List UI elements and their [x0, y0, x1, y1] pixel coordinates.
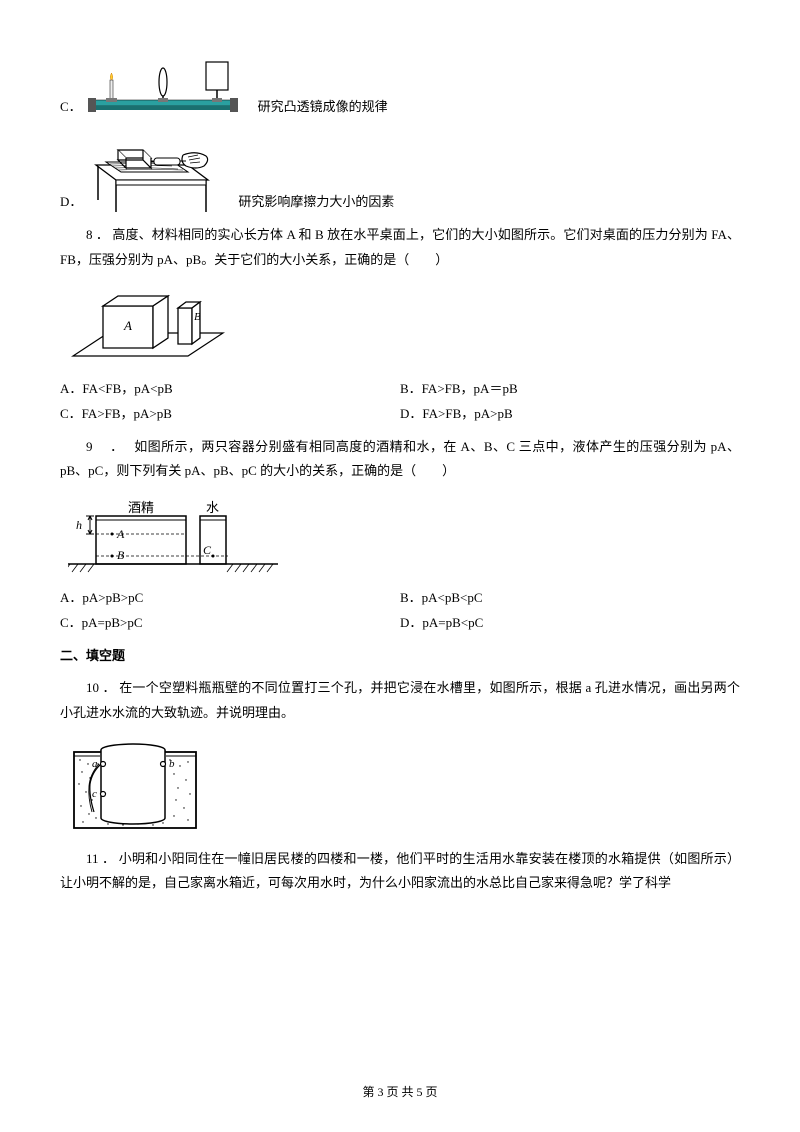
q9-body: 如图所示，两只容器分别盛有相同高度的酒精和水，在 A、B、C 三点中，液体产生的… — [60, 439, 740, 479]
q9-num: 9 ． — [86, 439, 130, 454]
option-d-row: D． 研究影响摩擦力大小的因素 — [60, 130, 740, 215]
q9-opt-d: D．pA=pB<pC — [400, 611, 740, 636]
q9-h-label: h — [76, 518, 82, 532]
q8-opt-b: B．FA>FB，pA＝pB — [400, 377, 740, 402]
q9-c-label: C — [203, 543, 212, 557]
q10-hole-b-label: b — [169, 758, 175, 770]
q9-alcohol-label: 酒精 — [128, 500, 154, 515]
q11-num: 11 ． — [86, 851, 115, 866]
q10-num: 10 ． — [86, 680, 116, 695]
q10-hole-c-label: c — [92, 788, 97, 800]
q9-opt-b: B．pA<pB<pC — [400, 586, 740, 611]
q8-options: A．FA<FB，pA<pB B．FA>FB，pA＝pB C．FA>FB，pA>p… — [60, 377, 740, 426]
q8-block-a-label: A — [123, 318, 132, 333]
q9-b-label: B — [117, 548, 125, 562]
q8-num: 8 ． — [86, 227, 109, 242]
option-d-label: D． — [60, 190, 82, 215]
q8-body: 高度、材料相同的实心长方体 A 和 B 放在水平桌面上，它们的大小如图所示。它们… — [60, 227, 740, 267]
q8-opt-d: D．FA>FB，pA>pB — [400, 402, 740, 427]
option-d-text: 研究影响摩擦力大小的因素 — [238, 190, 394, 215]
page-footer: 第 3 页 共 5 页 — [0, 1081, 800, 1104]
question-10: 10 ． 在一个空塑料瓶瓶壁的不同位置打三个孔，并把它浸在水槽里，如图所示，根据… — [60, 676, 740, 725]
q8-block-b-label: B — [194, 311, 201, 323]
option-c-text: 研究凸透镜成像的规律 — [258, 95, 388, 120]
q9-opt-a: A．pA>pB>pC — [60, 586, 400, 611]
section-2-title: 二、填空题 — [60, 644, 740, 669]
q8-figure: A B — [68, 278, 740, 373]
q9-water-label: 水 — [206, 500, 219, 515]
option-c-row: C． 研究凸透镜成像的规律 — [60, 40, 740, 120]
option-c-label: C． — [60, 95, 82, 120]
option-c-figure — [88, 40, 238, 120]
option-d-figure — [88, 130, 218, 215]
q11-body: 小明和小阳同住在一幢旧居民楼的四楼和一楼，他们平时的生活用水靠安装在楼顶的水箱提… — [60, 851, 740, 891]
q9-opt-c: C．pA=pB>pC — [60, 611, 400, 636]
q8-opt-c: C．FA>FB，pA>pB — [60, 402, 400, 427]
question-8: 8 ． 高度、材料相同的实心长方体 A 和 B 放在水平桌面上，它们的大小如图所… — [60, 223, 740, 272]
q9-figure: 酒精 h A B 水 C — [68, 492, 740, 582]
q9-options: A．pA>pB>pC B．pA<pB<pC C．pA=pB>pC D．pA=pB… — [60, 586, 740, 635]
q8-opt-a: A．FA<FB，pA<pB — [60, 377, 400, 402]
q10-figure: a b c — [68, 734, 740, 839]
question-9: 9 ． 如图所示，两只容器分别盛有相同高度的酒精和水，在 A、B、C 三点中，液… — [60, 435, 740, 484]
question-11: 11 ． 小明和小阳同住在一幢旧居民楼的四楼和一楼，他们平时的生活用水靠安装在楼… — [60, 847, 740, 896]
q10-body: 在一个空塑料瓶瓶壁的不同位置打三个孔，并把它浸在水槽里，如图所示，根据 a 孔进… — [60, 680, 740, 720]
